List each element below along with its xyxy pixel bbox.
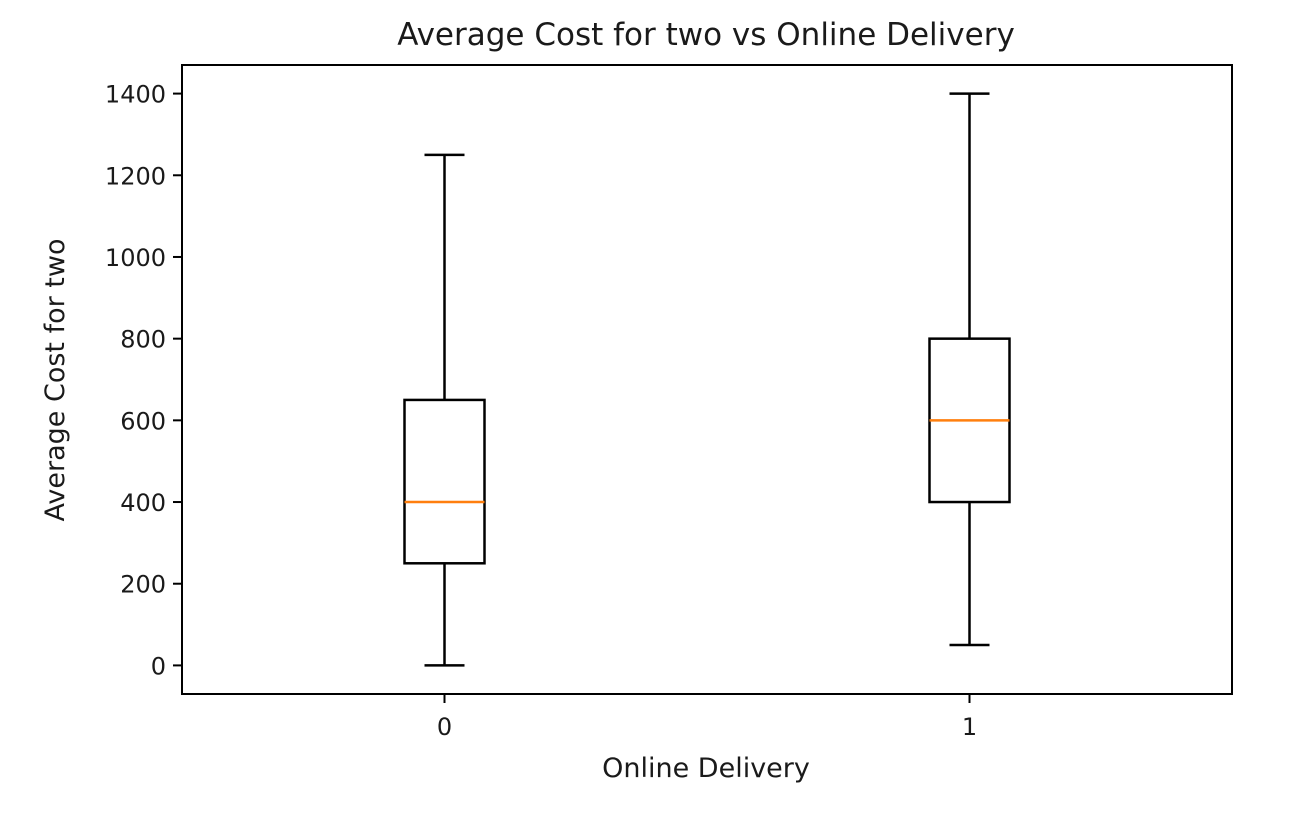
y-tick-label-200: 200	[120, 571, 166, 599]
axes-frame	[181, 64, 1233, 695]
x-axis-label: Online Delivery	[602, 753, 810, 784]
y-tick-label-400: 400	[120, 489, 166, 517]
y-axis-label: Average Cost for two	[40, 239, 71, 522]
x-tick-label-0: 0	[437, 713, 452, 741]
box-cat-0	[403, 398, 486, 565]
y-tick-label-1200: 1200	[105, 162, 166, 190]
y-tick-label-600: 600	[120, 407, 166, 435]
y-tick-label-1000: 1000	[105, 244, 166, 272]
chart-title: Average Cost for two vs Online Delivery	[397, 17, 1015, 53]
y-tick-label-0: 0	[151, 652, 166, 680]
y-tick-label-1400: 1400	[105, 81, 166, 109]
plot-area: 0 200 400 600 800 1000 1200 1400 0 1	[105, 64, 1233, 741]
x-tick-label-1: 1	[962, 713, 977, 741]
y-tick-label-800: 800	[120, 326, 166, 354]
